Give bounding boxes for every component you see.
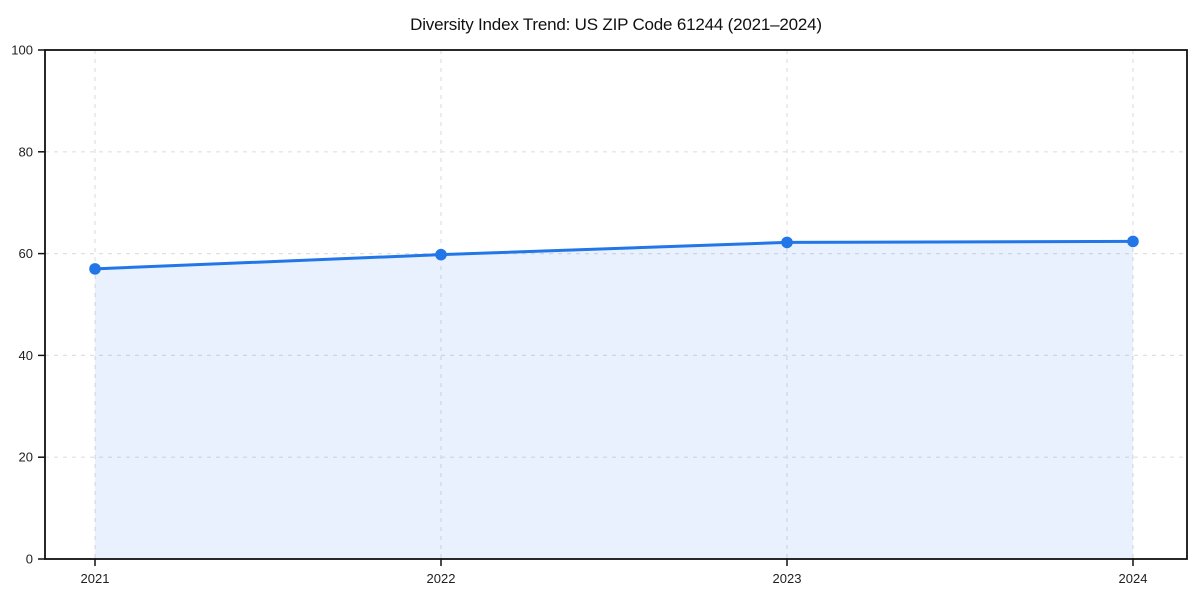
plot-border-group bbox=[44, 49, 1188, 560]
data-point-2022 bbox=[435, 248, 447, 261]
area-fill-group bbox=[95, 241, 1133, 559]
axis-ticks bbox=[38, 49, 1134, 566]
plot-border bbox=[44, 49, 1188, 560]
x-tick-label: 2021 bbox=[81, 571, 110, 586]
x-tick-label: 2022 bbox=[427, 571, 456, 586]
data-point-2024 bbox=[1127, 235, 1139, 248]
data-point-2021 bbox=[89, 263, 101, 275]
trend-line bbox=[93, 239, 1135, 271]
y-tick-label: 60 bbox=[19, 246, 33, 261]
x-tick-label: 2023 bbox=[773, 571, 802, 586]
gridlines bbox=[45, 50, 1187, 559]
x-tick-label: 2024 bbox=[1119, 571, 1148, 586]
chart-title: Diversity Index Trend: US ZIP Code 61244… bbox=[410, 15, 822, 34]
y-tick-label: 40 bbox=[19, 348, 33, 363]
y-tick-label: 0 bbox=[26, 552, 33, 567]
axis-labels: 0 20 40 60 80 100 2021 2022 2023 2024 bbox=[11, 43, 1147, 587]
area-fill bbox=[95, 241, 1133, 559]
data-point-2023 bbox=[781, 236, 793, 249]
y-tick-label: 80 bbox=[19, 144, 33, 159]
data-points-group bbox=[89, 235, 1139, 275]
y-tick-label: 20 bbox=[19, 450, 33, 465]
y-tick-label: 100 bbox=[11, 43, 33, 58]
trend-line-group bbox=[93, 239, 1135, 271]
